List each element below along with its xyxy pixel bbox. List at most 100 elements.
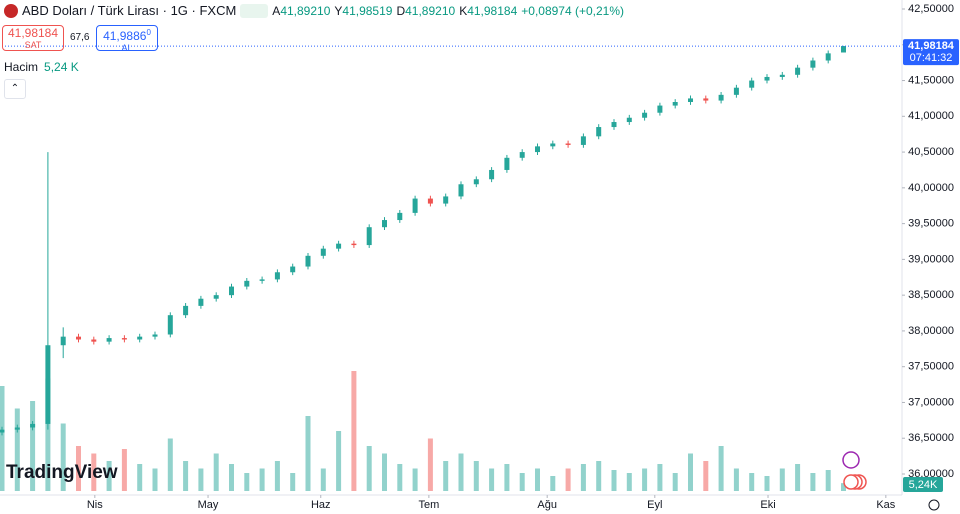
candle-body — [137, 336, 143, 340]
candle-body — [183, 305, 189, 316]
y-tick-label: 40,00000 — [908, 182, 954, 194]
candle-body — [825, 53, 831, 61]
volume-bar — [749, 473, 755, 491]
candle-body — [244, 280, 250, 287]
ohlc-key: Y — [334, 3, 343, 18]
volume-bar — [657, 464, 663, 491]
volume-bar — [535, 468, 540, 491]
candle-body — [779, 74, 785, 77]
y-tick-label: 36,00000 — [908, 468, 954, 480]
candle-body — [382, 220, 387, 228]
volume-bar — [703, 461, 709, 491]
candle-body — [0, 429, 5, 433]
candle-body — [841, 46, 846, 53]
candle-body — [229, 286, 234, 296]
volume-bar — [259, 468, 265, 491]
chart-title[interactable]: ABD Doları / Türk Lirası · 1G · FXCM — [22, 3, 237, 18]
ohlc-value: 41,98184 — [467, 3, 518, 18]
candle-body — [642, 112, 648, 118]
candle-body — [718, 94, 724, 101]
y-tick-label: 41,00000 — [908, 110, 954, 122]
volume-bar — [611, 470, 617, 491]
ohlc-value: 41,89210 — [405, 3, 456, 18]
volume-last-label: 5,24K — [909, 479, 938, 491]
status-icon — [240, 3, 269, 18]
candle-body — [60, 336, 66, 346]
candle-body — [611, 122, 617, 128]
ohlc-key: K — [459, 3, 468, 18]
candle-body — [795, 67, 801, 75]
y-tick-label: 37,00000 — [908, 396, 954, 408]
candle-body — [458, 184, 464, 197]
spread: 67,6 — [70, 32, 90, 43]
ohlc-key: A — [272, 3, 281, 18]
volume-legend: Hacim 5,24 K — [4, 60, 79, 74]
y-tick-label: 37,50000 — [908, 361, 954, 373]
volume-bar — [336, 431, 342, 491]
volume-bar — [733, 468, 739, 491]
candle-body — [519, 152, 525, 158]
volume-bar — [183, 461, 189, 491]
volume-bar — [290, 473, 296, 491]
candle-body — [580, 136, 586, 145]
volume-bar — [320, 468, 326, 491]
volume-bar — [213, 453, 219, 491]
candle-body — [167, 315, 173, 335]
volume-bar — [366, 446, 372, 491]
candle-body — [596, 127, 602, 137]
volume-bar — [626, 473, 632, 491]
last-price-label: 41,98184 — [908, 40, 955, 52]
y-tick-label: 39,00000 — [908, 253, 954, 265]
candle-body — [672, 102, 678, 106]
candle-body — [657, 105, 663, 113]
candle-body — [91, 339, 97, 342]
volume-bar — [106, 461, 112, 491]
volume-bar — [795, 464, 801, 491]
volume-bar — [504, 464, 510, 491]
watermark: TradingView — [6, 462, 118, 484]
candle-body — [443, 196, 449, 204]
ohlc-value: 41,89210 — [280, 3, 331, 18]
candle-body — [14, 427, 20, 430]
ohlc-value: 41,98519 — [342, 3, 393, 18]
candle-body — [489, 169, 495, 180]
volume-bar — [121, 449, 127, 491]
volume-bar — [152, 468, 158, 491]
candle-body — [427, 198, 433, 204]
volume-bar — [825, 470, 831, 491]
volume-bar — [443, 461, 449, 491]
volume-bar — [779, 468, 785, 491]
bid-label: SAT — [24, 40, 42, 50]
volume-bar — [60, 423, 66, 491]
candle-body — [535, 146, 540, 153]
candle-body — [703, 98, 709, 101]
volume-bar — [167, 438, 173, 491]
volume-bar — [764, 476, 770, 491]
collapse-button[interactable]: ⌃ — [4, 79, 26, 99]
y-tick-label: 38,00000 — [908, 325, 954, 337]
volume-bar — [519, 473, 525, 491]
volume-bar — [580, 464, 586, 491]
volume-bar — [718, 446, 724, 491]
volume-bar — [810, 473, 816, 491]
x-tick-label: Kas — [876, 499, 895, 511]
y-tick-label: 39,50000 — [908, 218, 954, 230]
volume-bar — [198, 468, 204, 491]
volume-bar — [45, 378, 51, 491]
candle-body — [550, 143, 556, 147]
y-tick-label: 40,50000 — [908, 146, 954, 158]
volume-name: Hacim — [4, 60, 39, 74]
volume-bar — [642, 468, 648, 491]
volume-bar — [91, 453, 97, 491]
sell-button[interactable]: 41,98184 SAT — [2, 25, 64, 51]
buy-button[interactable]: 41,98860 AL — [96, 25, 158, 53]
candle-body — [45, 345, 51, 424]
symbol-icon — [4, 3, 18, 18]
x-tick-label: Ağu — [537, 499, 557, 511]
x-tick-label: May — [198, 499, 219, 511]
candle-body — [121, 338, 127, 340]
candle-body — [305, 255, 311, 267]
volume-bar — [427, 438, 433, 491]
candle-body — [626, 117, 632, 123]
y-tick-label: 36,50000 — [908, 432, 954, 444]
